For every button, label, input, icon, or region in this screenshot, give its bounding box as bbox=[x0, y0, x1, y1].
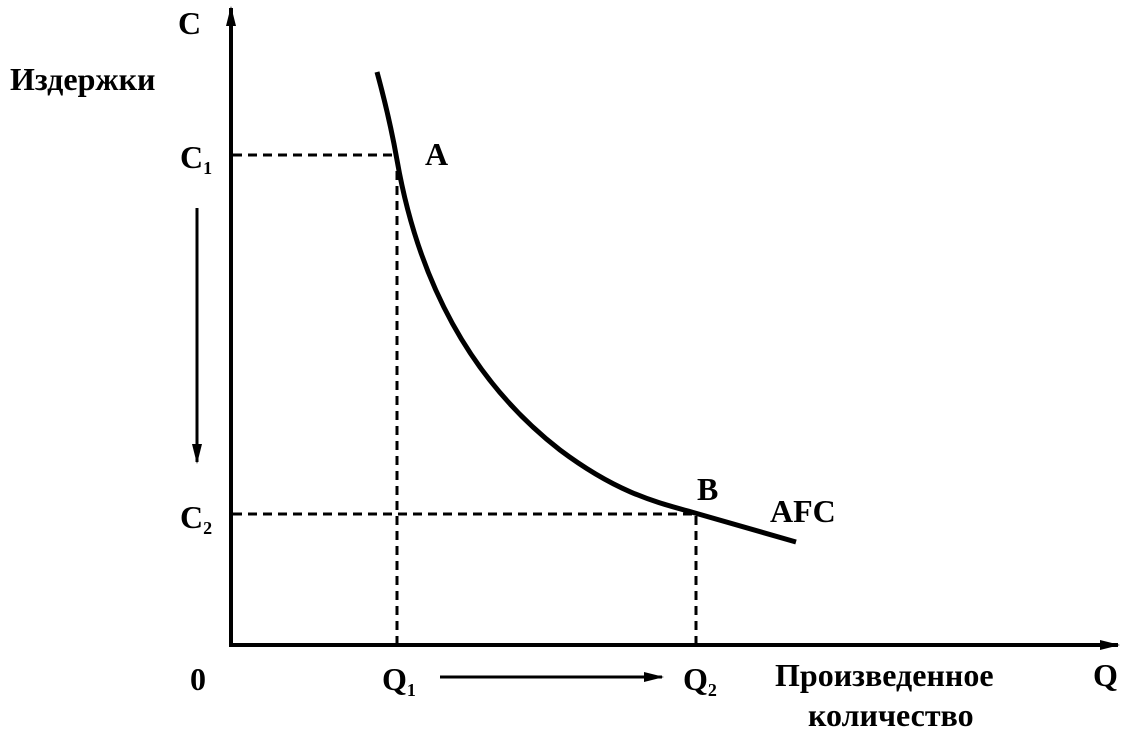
y-tick: C1 bbox=[180, 139, 212, 178]
curve-label: AFC bbox=[770, 493, 836, 529]
x-tick: Q1 bbox=[382, 661, 416, 700]
tick-sub: 2 bbox=[708, 680, 717, 700]
tick-base: C bbox=[180, 139, 203, 175]
tick-base: Q bbox=[683, 661, 708, 697]
tick-sub: 1 bbox=[203, 158, 212, 178]
tick-sub: 1 bbox=[407, 680, 416, 700]
y-label: Издержки bbox=[10, 61, 155, 97]
x-label-line: Произведенное bbox=[775, 657, 994, 693]
tick-sub: 2 bbox=[203, 518, 212, 538]
y-symbol: C bbox=[178, 5, 201, 41]
x-tick: Q2 bbox=[683, 661, 717, 700]
x-symbol: Q bbox=[1093, 657, 1118, 693]
x-label-line: количество bbox=[808, 697, 974, 732]
tick-base: Q bbox=[382, 661, 407, 697]
origin-label: 0 bbox=[190, 661, 206, 697]
guide-a bbox=[233, 153, 399, 645]
point-label: A bbox=[425, 136, 448, 172]
guide-lines bbox=[233, 153, 698, 645]
y-tick: C2 bbox=[180, 499, 212, 538]
guide-b bbox=[233, 512, 698, 645]
tick-base: C bbox=[180, 499, 203, 535]
afc-curve bbox=[374, 71, 797, 545]
point-label: B bbox=[697, 471, 718, 507]
